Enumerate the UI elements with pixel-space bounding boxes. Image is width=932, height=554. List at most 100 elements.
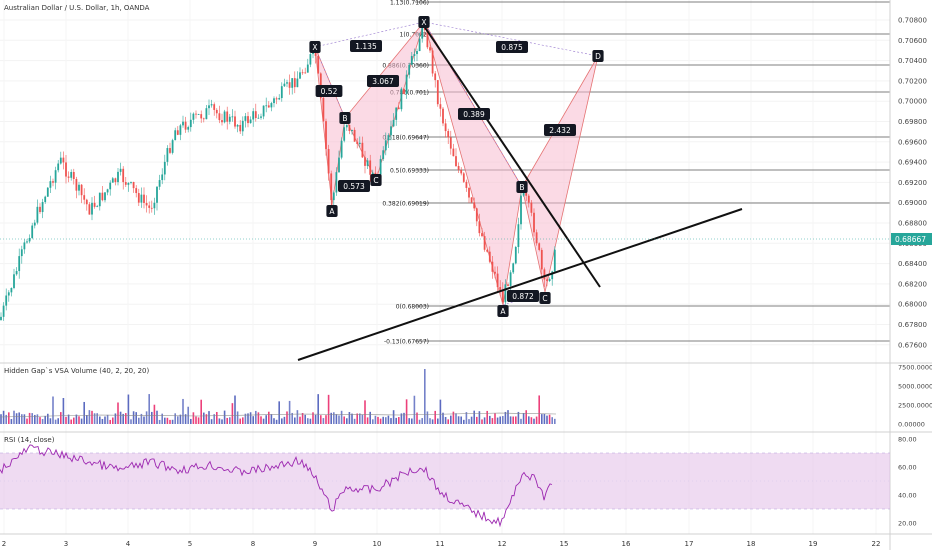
volume-bar bbox=[504, 411, 507, 424]
candle-body bbox=[507, 284, 509, 286]
candle-body bbox=[460, 170, 463, 174]
right-point-b: B bbox=[519, 183, 524, 192]
candle-body bbox=[431, 50, 434, 74]
current-price-tag[interactable] bbox=[891, 233, 932, 245]
volume-bar bbox=[164, 417, 166, 424]
candle-body bbox=[546, 279, 548, 281]
candle-body bbox=[439, 104, 442, 109]
volume-bar bbox=[546, 415, 548, 424]
rsi-pane[interactable]: 80.00 60.00 40.00 20.00 bbox=[0, 436, 917, 528]
volume-bar bbox=[356, 413, 358, 424]
candle-body bbox=[390, 126, 392, 136]
volume-bar bbox=[278, 401, 280, 424]
volume-bar bbox=[244, 413, 247, 424]
candle-body bbox=[395, 107, 398, 120]
volume-bar bbox=[366, 417, 369, 424]
volume-bar bbox=[411, 418, 413, 424]
volume-bar bbox=[450, 415, 452, 424]
right-point-b-box[interactable] bbox=[516, 181, 528, 193]
candle-body bbox=[2, 305, 5, 317]
time-tick-label: 9 bbox=[313, 540, 317, 548]
time-tick-label: 15 bbox=[560, 540, 569, 548]
candle-body bbox=[299, 72, 301, 79]
volume-bar bbox=[499, 416, 501, 424]
volume-bar bbox=[470, 416, 473, 424]
volume-bar bbox=[299, 416, 301, 424]
candle-body bbox=[340, 140, 343, 158]
right-point-d-box[interactable] bbox=[592, 50, 604, 62]
volume-bar bbox=[551, 417, 553, 424]
candle-body bbox=[174, 130, 177, 141]
volume-bar bbox=[5, 414, 7, 424]
volume-bar bbox=[405, 399, 408, 424]
candle-body bbox=[509, 272, 512, 286]
candle-body bbox=[169, 148, 171, 153]
volume-bar bbox=[535, 416, 538, 424]
volume-bar bbox=[270, 414, 273, 424]
left-ratio-bcd-box[interactable] bbox=[367, 75, 399, 87]
volume-bar bbox=[213, 414, 215, 424]
left-ratio-bcd: 3.067 bbox=[372, 77, 394, 86]
right-point-x-box[interactable] bbox=[418, 16, 430, 28]
volume-bar bbox=[408, 418, 410, 424]
right-ratio-xab-box[interactable] bbox=[458, 108, 490, 120]
right-ratio-abc-box[interactable] bbox=[507, 290, 539, 302]
volume-bar bbox=[47, 413, 49, 424]
volume-pane[interactable]: 7500.00000 5000.00000 2500.00000 0.00000 bbox=[0, 364, 932, 429]
right-point-a-box[interactable] bbox=[497, 305, 509, 317]
volume-bar bbox=[2, 410, 5, 424]
right-point-c-box[interactable] bbox=[539, 292, 551, 304]
candlestick-series bbox=[0, 18, 556, 321]
candle-body bbox=[306, 64, 309, 73]
left-ratio-xab-box[interactable] bbox=[315, 85, 343, 97]
volume-bar bbox=[486, 410, 488, 424]
volume-bar bbox=[444, 416, 447, 424]
candle-body bbox=[434, 73, 437, 81]
candle-body bbox=[150, 207, 153, 209]
candle-body bbox=[202, 118, 205, 120]
left-point-c-box[interactable] bbox=[370, 174, 382, 186]
left-point-c: C bbox=[373, 176, 378, 185]
volume-bar bbox=[301, 413, 304, 424]
candle-body bbox=[200, 114, 203, 119]
rsi-tick-label: 20.00 bbox=[898, 520, 917, 528]
price-tick-label: 0.67800 bbox=[898, 321, 927, 329]
left-point-x-box[interactable] bbox=[309, 41, 321, 53]
time-tick-label: 11 bbox=[436, 540, 445, 548]
volume-bar bbox=[291, 412, 293, 424]
resistance-trend-line[interactable] bbox=[423, 25, 601, 288]
volume-bar bbox=[481, 419, 483, 424]
candle-body bbox=[62, 157, 65, 163]
volume-bar bbox=[13, 410, 15, 424]
left-point-a-box[interactable] bbox=[326, 205, 338, 217]
candle-body bbox=[369, 160, 372, 175]
left-ratio-xd-box[interactable] bbox=[350, 40, 382, 52]
candle-body bbox=[538, 243, 541, 250]
left-ratio-xd: 1.135 bbox=[355, 42, 377, 51]
candle-body bbox=[135, 188, 138, 194]
candle-body bbox=[330, 173, 333, 201]
support-trend-line[interactable] bbox=[297, 208, 743, 361]
symbol-title: Australian Dollar / U.S. Dollar, 1h, OAN… bbox=[4, 4, 150, 12]
candle-body bbox=[447, 131, 450, 138]
time-axis[interactable]: 2 3 4 5 8 9 10 11 12 15 16 17 18 19 22 bbox=[2, 540, 881, 548]
candle-body bbox=[213, 104, 216, 110]
candle-body bbox=[54, 170, 57, 183]
left-ratio-abc-box[interactable] bbox=[338, 180, 370, 192]
price-axis[interactable]: 0.70800 0.70600 0.70400 0.70200 0.70000 0.698… bbox=[0, 17, 932, 350]
volume-bar bbox=[483, 417, 486, 424]
volume-bar bbox=[18, 412, 20, 424]
right-ratio-xd-box[interactable] bbox=[496, 41, 528, 53]
trend-lines[interactable] bbox=[297, 25, 743, 361]
candle-body bbox=[351, 129, 353, 131]
volume-bar bbox=[288, 400, 291, 424]
volume-bar bbox=[190, 418, 192, 424]
left-point-b-box[interactable] bbox=[339, 112, 351, 124]
volume-bar bbox=[275, 419, 278, 424]
candle-body bbox=[535, 232, 538, 244]
right-ratio-bcd-box[interactable] bbox=[544, 124, 576, 136]
candle-body bbox=[358, 142, 361, 144]
volume-bar bbox=[161, 413, 163, 424]
